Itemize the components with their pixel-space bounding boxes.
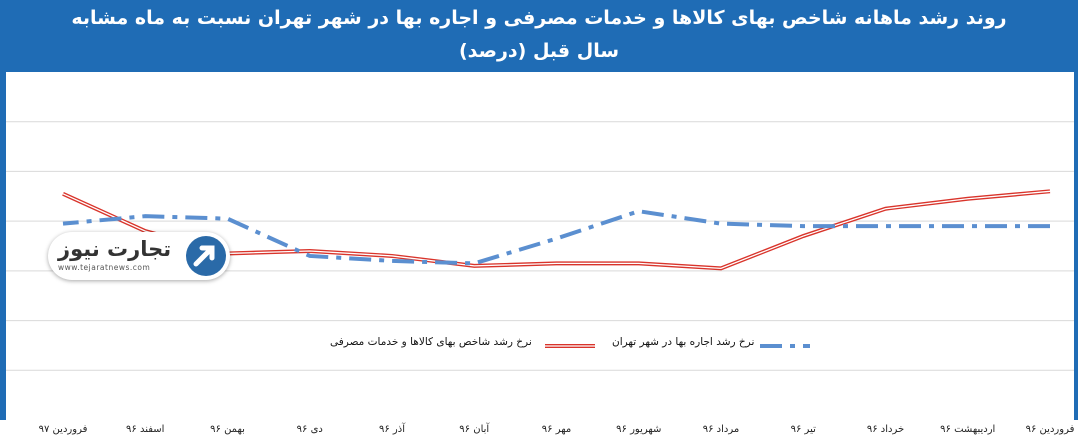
x-tick-label: تیر ۹۶ — [790, 424, 816, 435]
x-tick-label: خرداد ۹۶ — [866, 424, 905, 435]
legend-rent-label: نرخ رشد اجاره بها در شهر تهران — [612, 336, 755, 348]
logo-name: تجارت نیوز — [58, 237, 172, 261]
chart-title: روند رشد ماهانه شاخص بهای کالاها و خدمات… — [0, 2, 1078, 68]
x-tick-label: شهریور ۹۶ — [616, 424, 662, 435]
x-tick-label: فروردین ۹۷ — [38, 424, 88, 435]
logo-arrow-icon — [186, 236, 226, 276]
x-tick-label: مهر ۹۶ — [541, 424, 572, 435]
x-tick-label: مرداد ۹۶ — [702, 424, 740, 435]
x-tick-label: دی ۹۶ — [296, 424, 323, 435]
logo-url: www.tejaratnews.com — [58, 263, 151, 272]
tejarat-news-logo: تجارت نیوز www.tejaratnews.com — [48, 232, 230, 280]
x-tick-label: فروردین ۹۶ — [1025, 424, 1075, 435]
legend-cpi: نرخ رشد شاخص بهای کالاها و خدمات مصرفی — [330, 336, 532, 356]
title-line-1: روند رشد ماهانه شاخص بهای کالاها و خدمات… — [71, 7, 1007, 29]
legend-rent: نرخ رشد اجاره بها در شهر تهران — [612, 336, 754, 356]
x-axis-strip: فروردین ۹۶ اردیبهشت ۹۶ خرداد ۹۶ تیر ۹۶ مرداد… — [0, 420, 1078, 443]
x-tick-label: بهمن ۹۶ — [210, 424, 245, 435]
x-tick-label: آبان ۹۶ — [459, 424, 490, 435]
x-tick-label: آذر ۹۶ — [379, 424, 405, 435]
x-tick-label: اسفند ۹۶ — [126, 424, 165, 435]
title-line-2: سال قبل (درصد) — [458, 40, 620, 62]
legend-cpi-label: نرخ رشد شاخص بهای کالاها و خدمات مصرفی — [330, 336, 532, 348]
x-tick-label: اردیبهشت ۹۶ — [940, 424, 996, 435]
